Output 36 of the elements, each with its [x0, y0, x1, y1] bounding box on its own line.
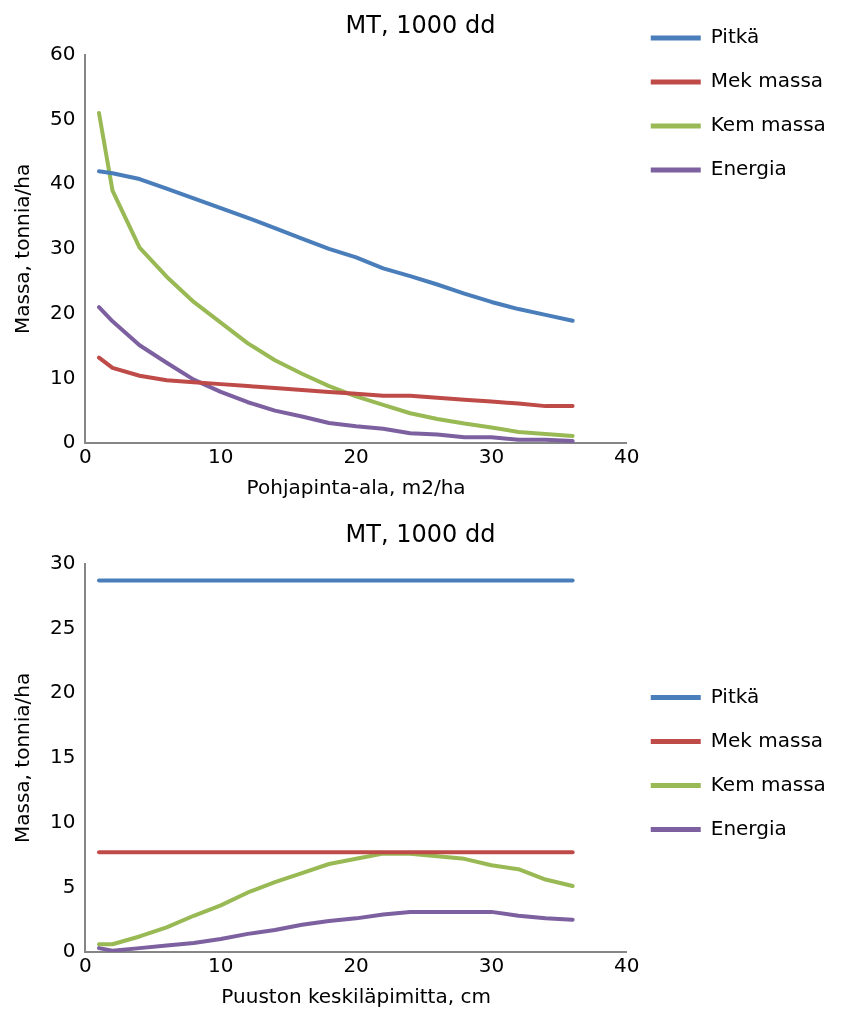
y-tick-label: 20 — [50, 679, 76, 704]
y-axis-title: Massa, tonnia/ha — [10, 672, 35, 844]
y-tick-label: 25 — [50, 614, 76, 639]
x-tick-label: 10 — [208, 444, 234, 469]
y-tick-label: 60 — [50, 41, 76, 65]
y-tick-label: 30 — [50, 550, 76, 574]
x-tick-label: 20 — [343, 444, 369, 469]
legend-label: Kem massa — [710, 771, 826, 796]
y-tick-label: 10 — [50, 364, 76, 389]
x-tick-label: 30 — [478, 953, 505, 978]
x-tick-label: 20 — [343, 953, 369, 978]
legend-label: Pitkä — [710, 24, 760, 49]
x-tick-label: 0 — [79, 444, 92, 469]
y-tick-label: 15 — [50, 744, 76, 769]
x-tick-label: 10 — [208, 953, 234, 978]
legend-label: Mek massa — [710, 727, 824, 752]
legend-label: Kem massa — [710, 112, 826, 137]
x-axis-title: Pohjapinta-ala, m2/ha — [246, 475, 466, 500]
y-tick-label: 10 — [50, 808, 76, 833]
x-tick-label: 40 — [614, 953, 640, 978]
x-tick-label: 30 — [478, 444, 505, 469]
x-tick-label: 0 — [79, 953, 92, 978]
chart-title: MT, 1000 dd — [345, 10, 496, 39]
legend-label: Energia — [710, 156, 787, 181]
x-tick-label: 40 — [614, 444, 640, 469]
legend-label: Pitkä — [710, 683, 760, 708]
y-tick-label: 30 — [50, 235, 76, 260]
y-tick-label: 50 — [50, 105, 76, 130]
chart-title: MT, 1000 dd — [345, 519, 496, 548]
legend-label: Energia — [710, 815, 787, 840]
y-tick-label: 20 — [50, 299, 76, 324]
y-tick-label: 40 — [50, 170, 76, 195]
y-tick-label: 5 — [62, 873, 76, 898]
x-axis-title: Puuston keskiläpimitta, cm — [221, 984, 491, 1009]
y-axis-title: Massa, tonnia/ha — [10, 163, 35, 335]
legend-label: Mek massa — [710, 68, 824, 93]
